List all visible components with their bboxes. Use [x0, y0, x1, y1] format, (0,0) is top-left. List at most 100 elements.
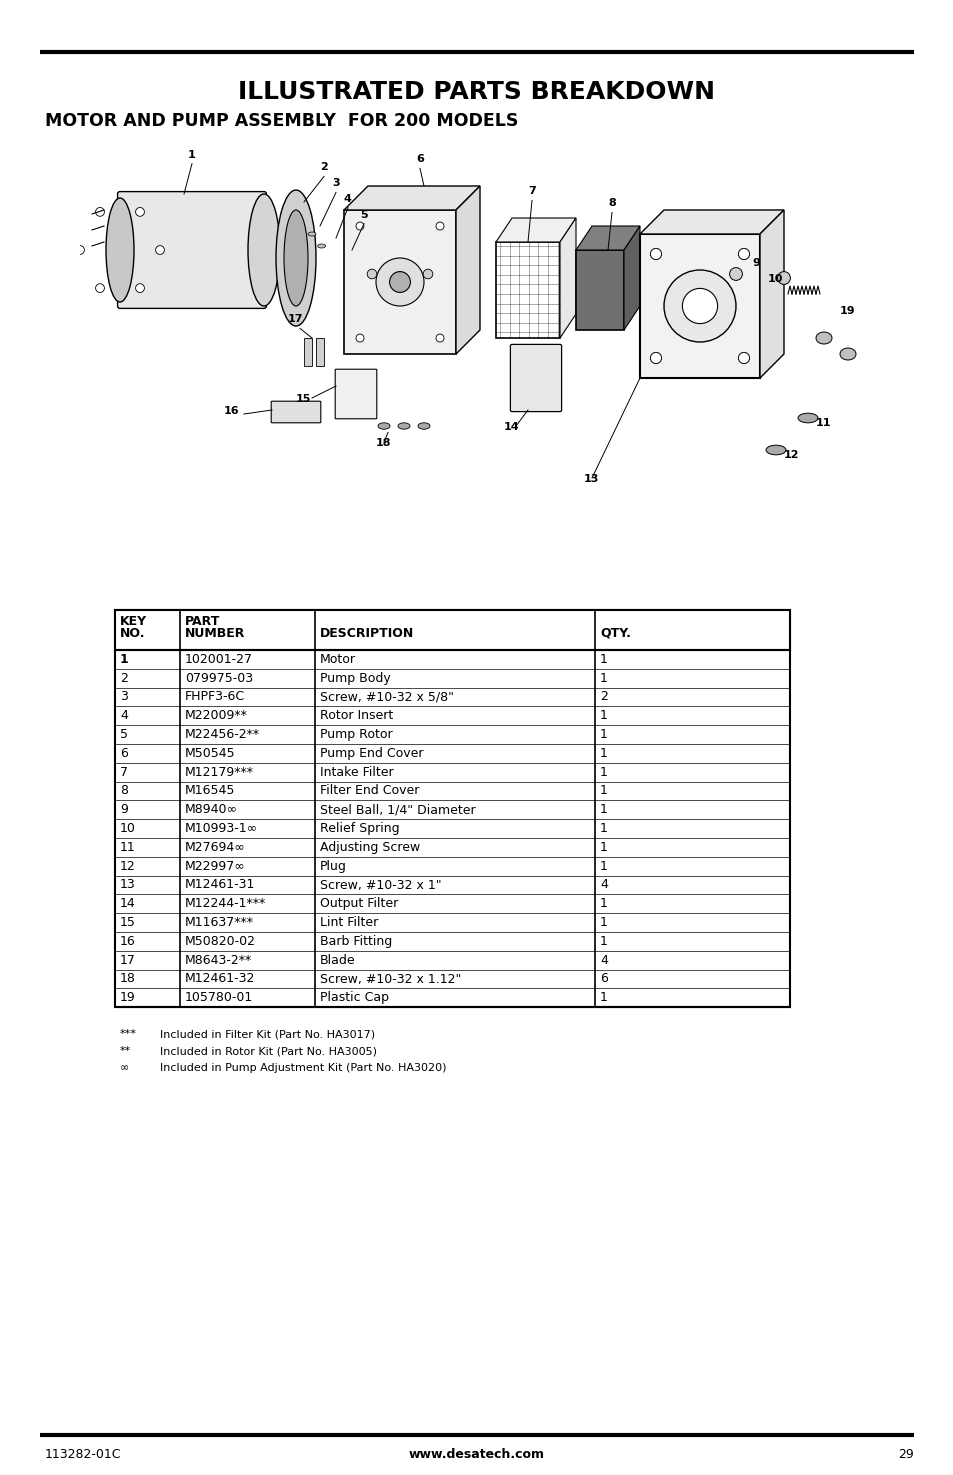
- Text: Motor: Motor: [319, 653, 355, 665]
- Text: FHPF3-6C: FHPF3-6C: [185, 690, 245, 704]
- Text: Adjusting Screw: Adjusting Screw: [319, 841, 420, 854]
- Text: DESCRIPTION: DESCRIPTION: [319, 627, 414, 640]
- Text: Barb Fitting: Barb Fitting: [319, 935, 392, 948]
- Text: 1: 1: [599, 935, 607, 948]
- Bar: [115, 611, 789, 1007]
- Circle shape: [375, 258, 423, 305]
- Text: 1: 1: [599, 841, 607, 854]
- Text: 5: 5: [120, 729, 128, 740]
- Text: 12: 12: [120, 860, 135, 873]
- Bar: [344, 209, 456, 354]
- Text: KEY: KEY: [120, 615, 147, 628]
- Bar: [315, 338, 324, 366]
- Text: 4: 4: [344, 195, 352, 204]
- Text: 1: 1: [599, 671, 607, 684]
- Circle shape: [75, 246, 84, 254]
- Text: 1: 1: [599, 653, 607, 665]
- Text: 1: 1: [599, 916, 607, 929]
- Bar: [496, 242, 559, 338]
- Text: 13: 13: [583, 473, 598, 484]
- Text: Screw, #10-32 x 1.12": Screw, #10-32 x 1.12": [319, 972, 461, 985]
- Text: 4: 4: [599, 879, 607, 891]
- Text: 8: 8: [607, 198, 615, 208]
- Text: 15: 15: [295, 394, 311, 404]
- Text: 10: 10: [120, 822, 135, 835]
- Text: M50545: M50545: [185, 746, 235, 760]
- Text: Plastic Cap: Plastic Cap: [319, 991, 389, 1004]
- Ellipse shape: [840, 348, 855, 360]
- Text: 1: 1: [599, 766, 607, 779]
- Circle shape: [95, 208, 104, 217]
- Polygon shape: [760, 209, 783, 378]
- Circle shape: [155, 246, 164, 254]
- Text: 1: 1: [599, 822, 607, 835]
- Text: Rotor Insert: Rotor Insert: [319, 709, 393, 723]
- Text: 3: 3: [332, 178, 339, 187]
- Circle shape: [650, 353, 661, 364]
- Text: PART: PART: [185, 615, 220, 628]
- FancyBboxPatch shape: [510, 344, 561, 412]
- Text: 17: 17: [288, 314, 303, 324]
- Circle shape: [367, 270, 376, 279]
- Text: 105780-01: 105780-01: [185, 991, 253, 1004]
- Polygon shape: [576, 226, 639, 249]
- Polygon shape: [623, 226, 639, 330]
- Text: M16545: M16545: [185, 785, 235, 798]
- Text: Lint Filter: Lint Filter: [319, 916, 377, 929]
- Circle shape: [777, 271, 790, 285]
- Text: 2: 2: [599, 690, 607, 704]
- Text: M22997∞: M22997∞: [185, 860, 245, 873]
- Circle shape: [95, 283, 104, 292]
- Ellipse shape: [275, 190, 315, 326]
- Text: M8940∞: M8940∞: [185, 804, 237, 816]
- Text: 2: 2: [120, 671, 128, 684]
- Bar: [576, 249, 623, 330]
- Ellipse shape: [308, 232, 315, 236]
- Polygon shape: [344, 186, 479, 209]
- Text: M10993-1∞: M10993-1∞: [185, 822, 257, 835]
- Ellipse shape: [797, 413, 817, 423]
- Text: Blade: Blade: [319, 954, 355, 966]
- Text: M22009**: M22009**: [185, 709, 248, 723]
- Ellipse shape: [377, 423, 390, 429]
- Text: 6: 6: [416, 153, 423, 164]
- Text: 5: 5: [359, 209, 367, 220]
- Text: 11: 11: [120, 841, 135, 854]
- Text: Pump Body: Pump Body: [319, 671, 391, 684]
- Text: 19: 19: [840, 305, 855, 316]
- Text: M22456-2**: M22456-2**: [185, 729, 260, 740]
- Text: 113282-01C: 113282-01C: [45, 1448, 121, 1462]
- Text: Pump Rotor: Pump Rotor: [319, 729, 393, 740]
- Circle shape: [389, 271, 410, 292]
- Text: 18: 18: [375, 438, 391, 448]
- Text: ***: ***: [120, 1030, 136, 1040]
- Polygon shape: [496, 218, 576, 242]
- Text: ILLUSTRATED PARTS BREAKDOWN: ILLUSTRATED PARTS BREAKDOWN: [238, 80, 715, 105]
- Text: MOTOR AND PUMP ASSEMBLY  FOR 200 MODELS: MOTOR AND PUMP ASSEMBLY FOR 200 MODELS: [45, 112, 517, 130]
- Text: Included in Pump Adjustment Kit (Part No. HA3020): Included in Pump Adjustment Kit (Part No…: [160, 1063, 446, 1074]
- Text: 1: 1: [599, 804, 607, 816]
- Circle shape: [663, 270, 735, 342]
- Text: 19: 19: [120, 991, 135, 1004]
- Text: 16: 16: [224, 406, 239, 416]
- Text: 1: 1: [599, 709, 607, 723]
- Text: M12244-1***: M12244-1***: [185, 897, 266, 910]
- Text: 14: 14: [120, 897, 135, 910]
- Text: Pump End Cover: Pump End Cover: [319, 746, 423, 760]
- Text: 29: 29: [898, 1448, 913, 1462]
- Polygon shape: [456, 186, 479, 354]
- Text: 8: 8: [120, 785, 128, 798]
- Text: M27694∞: M27694∞: [185, 841, 245, 854]
- Text: NUMBER: NUMBER: [185, 627, 245, 640]
- Ellipse shape: [248, 195, 280, 305]
- FancyBboxPatch shape: [271, 401, 320, 423]
- Text: www.desatech.com: www.desatech.com: [409, 1448, 544, 1462]
- Circle shape: [436, 333, 443, 342]
- Circle shape: [681, 289, 717, 323]
- Text: 7: 7: [120, 766, 128, 779]
- Circle shape: [738, 353, 749, 364]
- Circle shape: [436, 223, 443, 230]
- Text: M50820-02: M50820-02: [185, 935, 255, 948]
- Bar: [639, 235, 760, 378]
- Circle shape: [355, 333, 364, 342]
